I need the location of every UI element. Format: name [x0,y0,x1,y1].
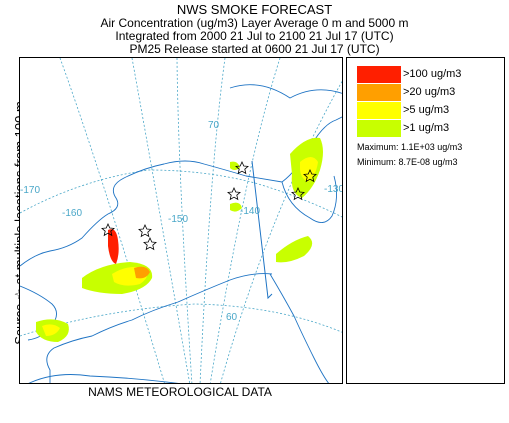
plume-alaska-interior-20 [134,266,150,279]
map-svg: -170 -160 -150 -140 -130 70 60 [20,58,343,383]
map-panel: -170 -160 -150 -140 -130 70 60 [19,57,343,384]
alaska-south-coast [46,273,273,383]
source-star-icon [101,223,115,237]
lat-label-60: 60 [226,312,238,323]
legend-label-20: >20 ug/m3 [403,86,456,98]
lon-label-160: -160 [62,208,82,219]
border-line [251,160,273,300]
subtitle-integration: Integrated from 2000 21 Jul to 2100 21 J… [115,29,394,43]
lon-line-140 [199,58,226,383]
lon-line-160 [131,58,191,383]
source-star-icon [303,169,317,183]
plume-canada-north-5 [300,157,318,182]
hudson-coast [281,175,337,223]
subtitle-concentration: Air Concentration (ug/m3) Layer Average … [100,16,409,30]
legend-label-1: >1 ug/m3 [403,122,450,134]
pacific-nw-coast [269,273,329,383]
map-title: NWS SMOKE FORECAST [176,2,333,17]
source-star-icon [143,237,157,251]
legend-row-100: >100 ug/m3 [357,66,497,83]
subtitle-release: PM25 Release started at 0600 21 Jul 17 (… [129,42,380,56]
footer-label: NAMS METEOROLOGICAL DATA [88,385,272,399]
arctic-islands [229,84,342,99]
lat-label-70: 70 [208,120,220,131]
maximum-value: Maximum: 1.1E+03 ug/m3 [357,142,463,152]
source-star-icon [291,187,305,201]
legend-panel: >100 ug/m3 >20 ug/m3 >5 ug/m3 >1 ug/m3 M… [346,57,505,384]
pacific-coast [28,374,179,383]
legend-row-1: >1 ug/m3 [357,120,497,137]
source-star-icon [138,224,152,238]
legend-swatch-20 [357,84,401,101]
legend-swatch-100 [357,66,401,83]
legend-label-5: >5 ug/m3 [403,104,450,116]
plume-yukon [230,202,242,212]
coastlines [20,84,342,383]
lon-label-170: -170 [20,185,40,196]
plume-point-source [108,229,119,264]
source-star-icon [235,161,249,175]
legend-row-5: >5 ug/m3 [357,102,497,119]
alaska-north-coast [20,160,247,267]
smoke-plumes [36,137,323,342]
legend-swatch-1 [357,120,401,137]
lon-line-170 [59,58,165,383]
lon-line-150 [176,58,193,383]
lon-label-130: -130 [324,184,343,195]
plume-canada-south [276,236,313,263]
grid-labels: -170 -160 -150 -140 -130 70 60 [20,120,343,323]
legend-row-20: >20 ug/m3 [357,84,497,101]
lat-line-60 [20,303,342,337]
source-star-icon [227,187,241,201]
lon-label-150: -150 [168,214,188,225]
legend-swatch-5 [357,102,401,119]
source-markers [101,161,317,251]
lon-label-140: -140 [240,206,260,217]
lon-line-120 [220,80,342,383]
minimum-value: Minimum: 8.7E-08 ug/m3 [357,157,458,167]
lon-line-130 [209,58,281,383]
plume-southwest-5 [42,324,60,336]
legend-label-100: >100 ug/m3 [403,68,462,80]
